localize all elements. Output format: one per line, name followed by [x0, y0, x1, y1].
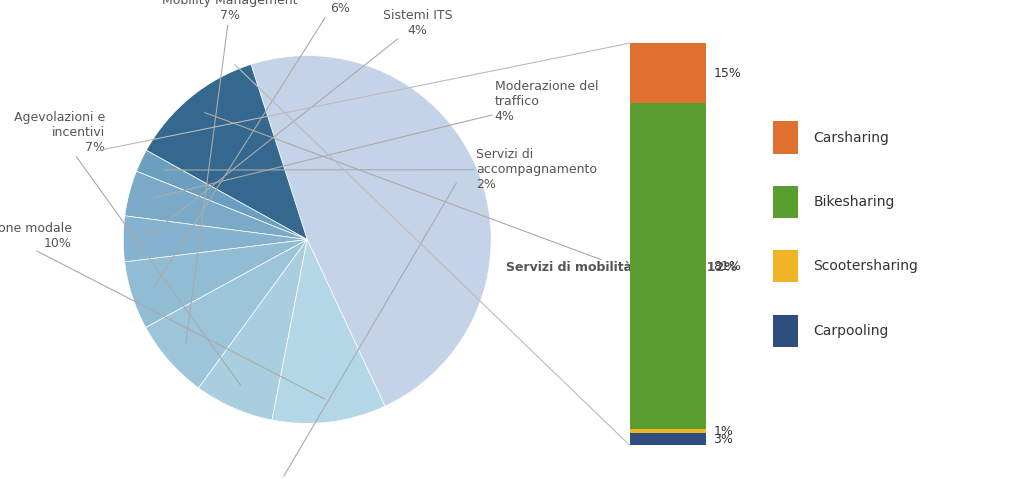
- Wedge shape: [146, 64, 307, 240]
- Text: Carsharing: Carsharing: [813, 131, 889, 145]
- Bar: [630, 429, 707, 433]
- Bar: [773, 186, 799, 218]
- Bar: [630, 43, 707, 103]
- Wedge shape: [123, 216, 307, 262]
- Wedge shape: [272, 240, 385, 423]
- Bar: [773, 122, 799, 154]
- Text: Agevolazioni e
incentivi
7%: Agevolazioni e incentivi 7%: [13, 111, 241, 386]
- Text: 15%: 15%: [714, 67, 741, 80]
- Text: Scootersharing: Scootersharing: [813, 259, 919, 274]
- Wedge shape: [136, 150, 307, 240]
- Text: Percorsi ciclabili e pedonali
         48%: Percorsi ciclabili e pedonali 48%: [189, 183, 457, 479]
- Wedge shape: [251, 56, 492, 406]
- Text: Bikesharing: Bikesharing: [813, 195, 895, 209]
- Text: Carpooling: Carpooling: [813, 324, 889, 338]
- Text: 81%: 81%: [714, 260, 741, 273]
- Bar: [773, 250, 799, 283]
- Wedge shape: [145, 240, 307, 388]
- Text: Servizi di trasporto
collettivo
6%: Servizi di trasporto collettivo 6%: [155, 0, 399, 286]
- Bar: [630, 103, 707, 429]
- Wedge shape: [125, 171, 307, 240]
- Text: Moderazione del
traffico
4%: Moderazione del traffico 4%: [154, 80, 598, 198]
- Wedge shape: [199, 240, 307, 420]
- Text: Servizi di mobilità condivisa 12%: Servizi di mobilità condivisa 12%: [205, 113, 736, 274]
- Text: 1%: 1%: [714, 425, 733, 438]
- Text: Mobility Management
7%: Mobility Management 7%: [162, 0, 298, 343]
- Text: Servizi di
accompagnamento
2%: Servizi di accompagnamento 2%: [164, 148, 597, 191]
- Text: Sistemi ITS
4%: Sistemi ITS 4%: [147, 9, 453, 237]
- Wedge shape: [125, 240, 307, 328]
- Bar: [630, 433, 707, 445]
- Bar: [773, 315, 799, 347]
- Text: 3%: 3%: [714, 433, 733, 446]
- Text: Integrazione modale
10%: Integrazione modale 10%: [0, 222, 325, 399]
